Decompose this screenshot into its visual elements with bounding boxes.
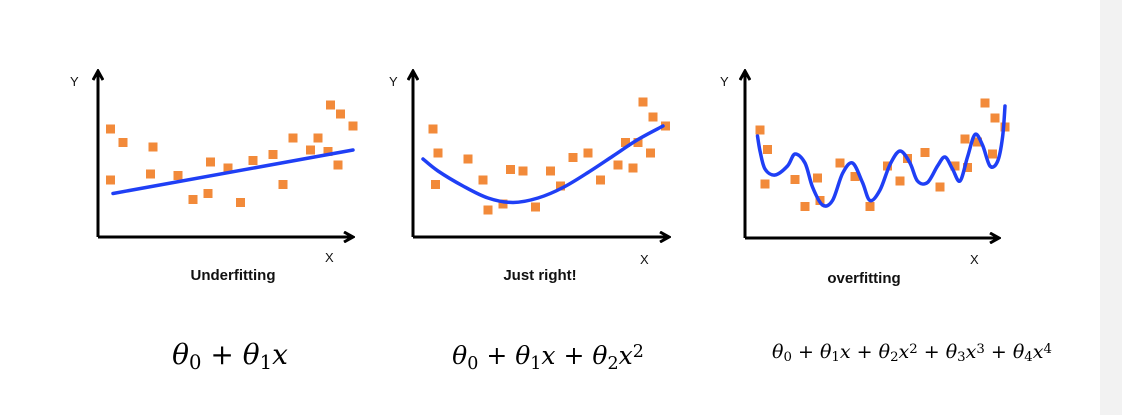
data-point (148, 142, 158, 152)
model-formula: θ0 + θ1x (172, 338, 288, 374)
fitted-curve (755, 104, 1007, 208)
data-point (506, 165, 515, 174)
data-point (628, 163, 638, 173)
data-point (146, 169, 155, 179)
data-point (960, 134, 970, 144)
y-axis-label: Y (389, 74, 398, 89)
model-formula: θ0 + θ1x + θ2x2 (452, 341, 644, 374)
data-point (661, 121, 670, 131)
y-axis-label: Y (70, 74, 79, 89)
y-axis-label: Y (720, 74, 729, 89)
panel-overfitting: Y X overfitting θ0 + θ1x + θ2x2 + θ3x3 +… (720, 72, 1052, 365)
fitted-curve (421, 124, 665, 205)
data-point (531, 202, 540, 212)
data-point (203, 189, 213, 198)
data-point (336, 109, 345, 119)
panel-title: overfitting (827, 270, 900, 287)
model-formula: θ0 + θ1x + θ2x2 + θ3x3 + θ4x4 (772, 341, 1052, 365)
data-point (313, 133, 323, 143)
data-point (638, 97, 648, 107)
data-point (895, 176, 905, 186)
data-point (118, 138, 128, 147)
data-point (980, 98, 990, 108)
data-point (633, 138, 643, 147)
data-point (206, 157, 215, 167)
data-point (850, 172, 860, 181)
x-axis-label: X (970, 252, 979, 267)
data-point (288, 133, 298, 143)
data-point (813, 173, 822, 183)
data-point (950, 161, 960, 171)
data-point (428, 124, 438, 134)
x-axis-label: X (325, 250, 334, 265)
panel-underfitting: Y X Underfitting θ0 + θ1x (70, 72, 358, 374)
data-point (106, 124, 115, 134)
data-point (248, 156, 258, 165)
data-point (613, 160, 623, 170)
data-point (326, 100, 335, 110)
data-point (790, 175, 800, 184)
data-point (648, 112, 658, 122)
data-point (348, 121, 358, 131)
data-point (646, 148, 655, 158)
data-point (306, 145, 315, 155)
data-point (106, 175, 115, 185)
data-point (990, 113, 1000, 123)
data-point (518, 166, 528, 176)
data-point (988, 149, 997, 159)
data-point (583, 148, 593, 158)
data-point (236, 198, 245, 207)
data-point (621, 138, 630, 147)
data-point (963, 163, 972, 172)
fitted-curve (111, 148, 355, 196)
data-point (223, 163, 233, 173)
data-point (478, 175, 488, 185)
data-point (173, 171, 183, 180)
data-point (973, 137, 982, 147)
data-point (333, 160, 343, 170)
data-point (920, 148, 930, 157)
data-point (835, 158, 845, 168)
data-point (278, 180, 288, 189)
data-point (800, 202, 810, 211)
panel-title: Just right! (503, 267, 576, 284)
data-point (568, 153, 578, 162)
data-point (865, 202, 875, 211)
panel-just-right: Y X Just right! θ0 + θ1x + θ2x2 (389, 72, 670, 374)
data-point (498, 199, 508, 209)
data-point (755, 125, 765, 135)
panel-title: Underfitting (191, 267, 276, 284)
x-axis-label: X (640, 252, 649, 267)
data-point (556, 181, 565, 191)
data-point (268, 150, 278, 159)
data-point (483, 205, 493, 215)
data-point (433, 148, 443, 158)
data-point (596, 175, 605, 185)
data-point (188, 195, 198, 204)
data-point (935, 182, 945, 192)
data-point (463, 154, 473, 164)
data-point (546, 166, 555, 176)
data-point (763, 145, 772, 154)
data-point (760, 179, 770, 189)
data-point (431, 180, 440, 189)
page-edge-strip (1100, 0, 1122, 415)
data-point (323, 147, 333, 156)
